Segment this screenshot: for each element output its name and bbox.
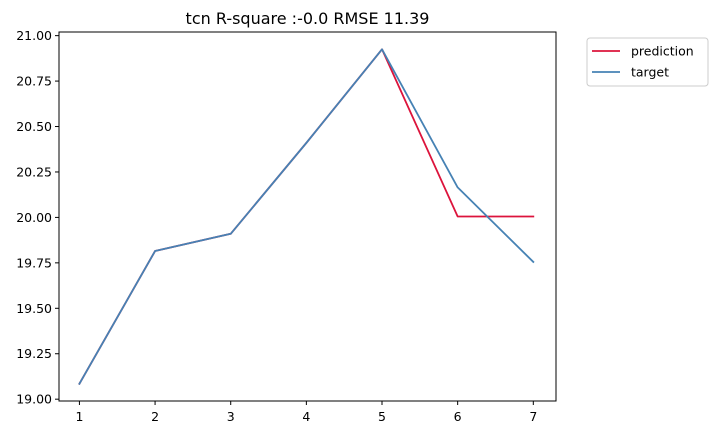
y-tick-label: 20.25 bbox=[16, 164, 52, 179]
plot-area bbox=[78, 48, 535, 385]
x-tick-label: 2 bbox=[151, 409, 159, 424]
y-tick-label: 20.00 bbox=[16, 210, 52, 225]
y-tick-label: 19.50 bbox=[16, 301, 52, 316]
legend-label-prediction: prediction bbox=[631, 44, 694, 59]
x-tick-label: 5 bbox=[378, 409, 386, 424]
axes: 1 2 3 4 5 6 7 19.00 19.25 19.50 19.75 20.00 20.25 20.… bbox=[16, 28, 557, 424]
y-tick-label: 19.00 bbox=[16, 392, 52, 407]
series-line-target bbox=[78, 48, 535, 385]
y-tick-label: 19.25 bbox=[16, 346, 52, 361]
legend-box bbox=[586, 37, 709, 87]
legend-label-target: target bbox=[631, 65, 669, 80]
y-tick-label: 20.50 bbox=[16, 119, 52, 134]
x-tick-label: 1 bbox=[75, 409, 83, 424]
x-tick-label: 4 bbox=[302, 409, 310, 424]
axes-frame bbox=[58, 31, 557, 402]
x-tick-label: 6 bbox=[454, 409, 462, 424]
chart-title: tcn R-square :-0.0 RMSE 11.39 bbox=[186, 9, 430, 28]
legend: prediction target bbox=[586, 37, 709, 87]
series-line-prediction bbox=[78, 48, 535, 385]
y-tick-label: 21.00 bbox=[16, 28, 52, 43]
x-tick-label: 7 bbox=[529, 409, 537, 424]
y-tick-label: 20.75 bbox=[16, 74, 52, 89]
y-tick-label: 19.75 bbox=[16, 255, 52, 270]
x-tick-label: 3 bbox=[227, 409, 235, 424]
